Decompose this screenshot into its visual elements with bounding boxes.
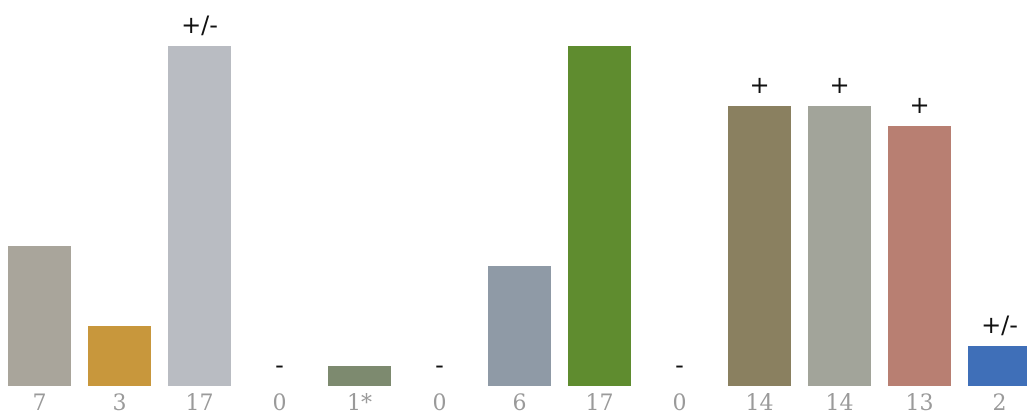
annotation: + — [749, 71, 769, 99]
value-label: 3 — [113, 391, 127, 416]
bar — [568, 46, 631, 386]
value-label: 7 — [33, 391, 47, 416]
value-label: 14 — [746, 391, 774, 416]
annotation: - — [675, 351, 684, 379]
value-label: 17 — [186, 391, 214, 416]
bar — [88, 326, 151, 386]
value-label: 0 — [433, 391, 447, 416]
bar — [488, 266, 551, 386]
bar — [728, 106, 791, 386]
value-label: 2 — [993, 391, 1007, 416]
bar — [328, 366, 391, 386]
annotation: +/- — [181, 11, 218, 39]
value-label: 6 — [513, 391, 527, 416]
value-label: 17 — [586, 391, 614, 416]
annotation: - — [275, 351, 284, 379]
annotation: +/- — [981, 311, 1018, 339]
value-label: 0 — [673, 391, 687, 416]
bar — [888, 126, 951, 386]
bar — [168, 46, 231, 386]
annotation: - — [435, 351, 444, 379]
value-label: 1* — [347, 391, 372, 416]
bar — [8, 246, 71, 386]
annotation: + — [909, 91, 929, 119]
annotation: + — [829, 71, 849, 99]
bar — [808, 106, 871, 386]
value-label: 13 — [906, 391, 934, 416]
value-label: 14 — [826, 391, 854, 416]
bar — [968, 346, 1027, 386]
value-label: 0 — [273, 391, 287, 416]
